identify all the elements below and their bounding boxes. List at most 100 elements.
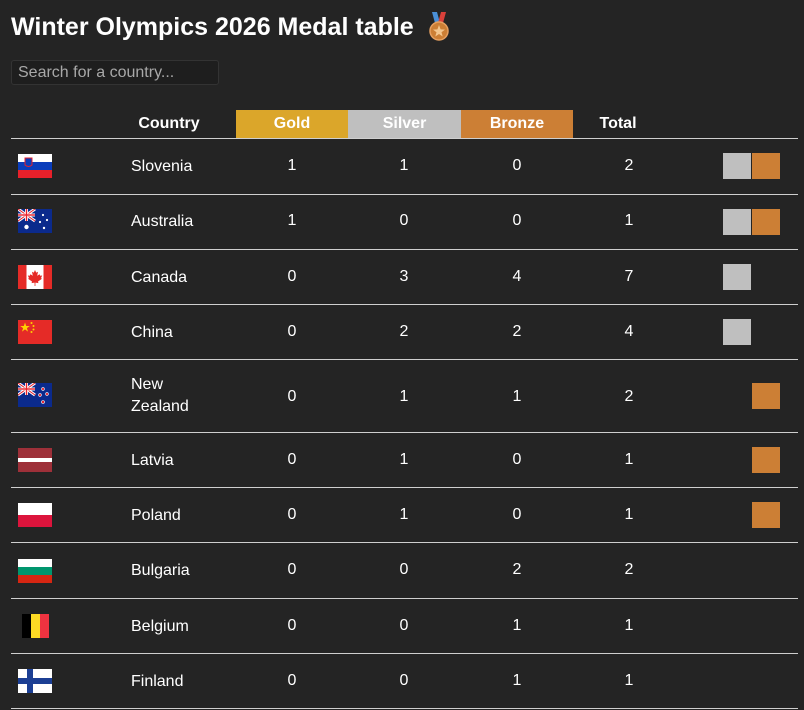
country-name: Finland xyxy=(131,673,184,690)
total-count: 2 xyxy=(624,157,634,174)
bronze-medal-chip xyxy=(752,447,780,473)
gold-count: 0 xyxy=(287,323,297,340)
bronze-medal-chip xyxy=(752,502,780,528)
bronze-count: 0 xyxy=(512,451,522,468)
country-name: Belgium xyxy=(131,618,189,635)
silver-count: 2 xyxy=(399,323,409,340)
silver-count: 1 xyxy=(399,157,409,174)
table-row: Australia 1 0 0 1 xyxy=(11,195,798,250)
finland-flag-icon xyxy=(18,669,52,693)
silver-count: 3 xyxy=(399,268,409,285)
total-count: 1 xyxy=(624,617,634,634)
column-header-gold-label: Gold xyxy=(273,115,311,132)
table-row: China 0 2 2 4 xyxy=(11,305,798,360)
bronze-count: 0 xyxy=(512,506,522,523)
row-divider xyxy=(11,432,798,433)
silver-medal-chip xyxy=(723,209,751,235)
bronze-count: 1 xyxy=(512,617,522,634)
country-name: Slovenia xyxy=(131,158,193,175)
bronze-medal-chip xyxy=(752,209,780,235)
gold-count: 0 xyxy=(287,617,297,634)
bulgaria-flag-icon xyxy=(18,559,52,583)
table-row: Canada 0 3 4 7 xyxy=(11,250,798,305)
table-row: Slovenia 1 1 0 2 xyxy=(11,139,798,195)
bronze-medal-chip xyxy=(752,153,780,179)
table-row: Bulgaria 0 0 2 2 xyxy=(11,543,798,599)
country-name: Australia xyxy=(131,213,194,230)
bronze-count: 2 xyxy=(512,561,522,578)
total-count: 1 xyxy=(624,451,634,468)
header-divider xyxy=(11,138,798,139)
total-count: 2 xyxy=(624,561,634,578)
country-name: Poland xyxy=(131,507,181,524)
row-divider xyxy=(11,708,798,709)
bronze-count: 0 xyxy=(512,157,522,174)
row-divider xyxy=(11,487,798,488)
row-divider xyxy=(11,194,798,195)
column-header-bronze-label: Bronze xyxy=(489,115,545,132)
gold-count: 0 xyxy=(287,561,297,578)
silver-count: 0 xyxy=(399,672,409,689)
bronze-count: 2 xyxy=(512,323,522,340)
total-count: 1 xyxy=(624,506,634,523)
country-name: Canada xyxy=(131,269,188,286)
bronze-count: 0 xyxy=(512,212,522,229)
poland-flag-icon xyxy=(18,503,52,527)
row-divider xyxy=(11,542,798,543)
row-divider xyxy=(11,598,798,599)
row-divider xyxy=(11,304,798,305)
table-row: Latvia 0 1 0 1 xyxy=(11,433,798,488)
bronze-count: 1 xyxy=(512,388,522,405)
silver-count: 0 xyxy=(399,561,409,578)
silver-medal-chip xyxy=(723,319,751,345)
column-header-total-label: Total xyxy=(599,115,637,132)
row-divider xyxy=(11,653,798,654)
gold-count: 0 xyxy=(287,268,297,285)
gold-count: 1 xyxy=(287,212,297,229)
total-count: 4 xyxy=(624,323,634,340)
silver-count: 1 xyxy=(399,388,409,405)
table-row: New Zealand 0 1 1 2 xyxy=(11,360,798,433)
gold-count: 0 xyxy=(287,672,297,689)
gold-count: 0 xyxy=(287,506,297,523)
column-header-silver: Silver xyxy=(348,110,461,138)
gold-count: 0 xyxy=(287,451,297,468)
bronze-count: 1 xyxy=(512,672,522,689)
country-name: Bulgaria xyxy=(131,562,190,579)
column-header-country-label: Country xyxy=(138,115,200,132)
country-name: China xyxy=(131,324,173,341)
silver-count: 1 xyxy=(399,451,409,468)
page-title-text: Winter Olympics 2026 Medal table xyxy=(11,12,414,41)
silver-medal-chip xyxy=(723,153,751,179)
column-header-gold: Gold xyxy=(236,110,348,138)
silver-medal-chip xyxy=(723,264,751,290)
row-divider xyxy=(11,359,798,360)
gold-count: 0 xyxy=(287,388,297,405)
slovenia-flag-icon xyxy=(18,154,52,178)
total-count: 1 xyxy=(624,672,634,689)
table-row: Finland 0 0 1 1 xyxy=(11,654,798,709)
australia-flag-icon xyxy=(18,209,52,233)
bronze-count: 4 xyxy=(512,268,522,285)
column-header-bronze: Bronze xyxy=(461,110,573,138)
total-count: 2 xyxy=(624,388,634,405)
new-zealand-flag-icon xyxy=(18,383,52,407)
table-row: Poland 0 1 0 1 xyxy=(11,488,798,543)
belgium-flag-icon xyxy=(18,614,52,638)
row-divider xyxy=(11,249,798,250)
china-flag-icon xyxy=(18,320,52,344)
medal-icon xyxy=(428,12,449,41)
country-name: Latvia xyxy=(131,452,174,469)
silver-count: 0 xyxy=(399,617,409,634)
column-header-country: Country xyxy=(124,110,214,138)
country-name: New Zealand xyxy=(131,376,189,415)
total-count: 7 xyxy=(624,268,634,285)
search-input[interactable] xyxy=(11,60,219,85)
bronze-medal-chip xyxy=(752,383,780,409)
silver-count: 0 xyxy=(399,212,409,229)
gold-count: 1 xyxy=(287,157,297,174)
table-row: Belgium 0 0 1 1 xyxy=(11,599,798,654)
page-title: Winter Olympics 2026 Medal table xyxy=(11,12,452,42)
column-header-total: Total xyxy=(573,110,663,138)
column-header-silver-label: Silver xyxy=(382,115,427,132)
